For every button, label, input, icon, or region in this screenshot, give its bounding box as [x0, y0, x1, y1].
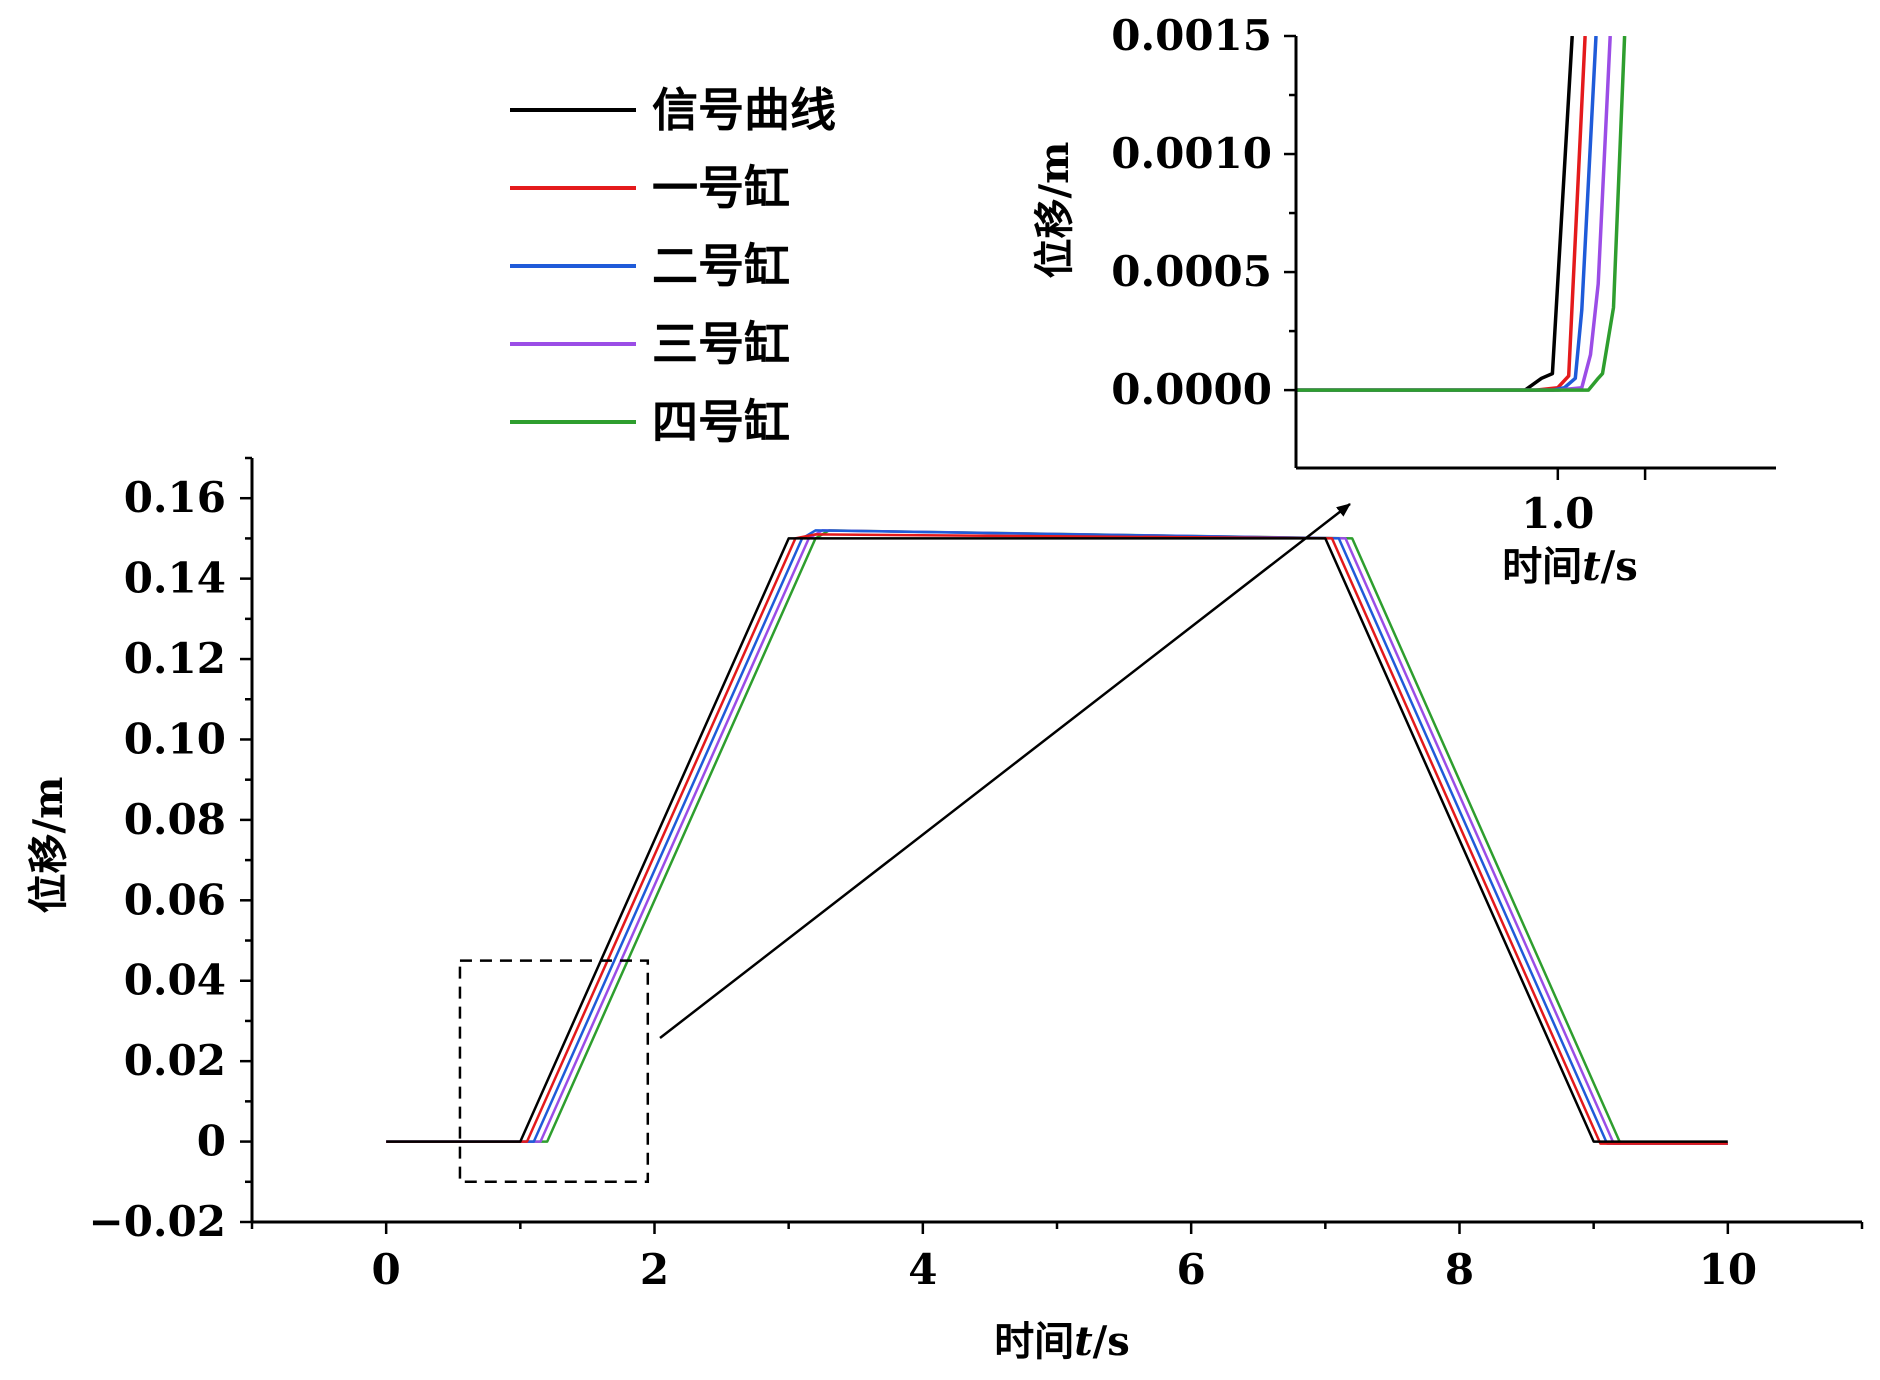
- inset-y-tick-label: 0.0015: [1111, 11, 1272, 60]
- main-x-tick-label: 8: [1445, 1245, 1474, 1294]
- main-y-tick-label: 0: [197, 1117, 226, 1166]
- inset-x-tick-label: 1.0: [1521, 489, 1594, 538]
- main-y-tick-label: 0.02: [124, 1036, 226, 1085]
- main-x-tick-label: 2: [640, 1245, 669, 1294]
- main-series-line: [386, 533, 1728, 1145]
- main-x-axis-label-prefix: 时间: [994, 1318, 1074, 1365]
- main-y-tick-label: 0.08: [124, 795, 226, 844]
- main-y-tick-label: 0.16: [124, 473, 226, 522]
- inset-series-line: [1296, 36, 1627, 392]
- zoom-arrow: [659, 503, 1351, 1039]
- main-x-tick-label: 10: [1699, 1245, 1757, 1294]
- main-series-line: [386, 529, 1728, 1145]
- inset-x-axis-label-var: t: [1582, 543, 1601, 590]
- main-x-tick-label: 6: [1177, 1245, 1206, 1294]
- inset-y-axis-label: 位移/m: [1031, 142, 1078, 279]
- main-y-tick-label: −0.02: [89, 1197, 226, 1246]
- main-y-tick-label: 0.04: [124, 956, 226, 1005]
- inset-y-tick-label: 0.0000: [1111, 365, 1272, 414]
- main-x-axis-label: 时间t/s: [994, 1318, 1130, 1365]
- main-chart: 0 2 4 6 8 10 −0.02 0 0.02 0.04 0.06 0.08 0.10 0.12 0.1…: [25, 456, 1864, 1365]
- inset-y-tick-label: 0.0005: [1111, 247, 1272, 296]
- main-tick-labels: 0 2 4 6 8 10 −0.02 0 0.02 0.04 0.06 0.08 0.10 0.12 0.1…: [89, 473, 1758, 1294]
- inset-ticks: [1284, 34, 1647, 480]
- inset-y-tick-label: 0.0010: [1111, 129, 1272, 178]
- legend-label: 二号缸: [652, 239, 790, 293]
- main-ticks: [240, 456, 1864, 1234]
- legend-label: 一号缸: [652, 161, 790, 215]
- inset-background: [1290, 0, 1770, 470]
- inset-tick-labels: 1.0 0.0000 0.0005 0.0010 0.0015: [1111, 11, 1594, 538]
- main-y-axis-label: 位移/m: [25, 777, 72, 914]
- inset-x-axis-label: 时间t/s: [1502, 543, 1638, 590]
- inset-axes: [1294, 36, 1776, 470]
- main-y-tick-label: 0.12: [124, 634, 226, 683]
- main-x-axis-label-var: t: [1074, 1318, 1093, 1365]
- legend-label: 四号缸: [652, 395, 790, 449]
- legend-label: 三号缸: [652, 317, 790, 371]
- main-x-tick-label: 0: [372, 1245, 401, 1294]
- inset-x-axis-label-unit: /s: [1601, 543, 1638, 590]
- main-x-tick-label: 4: [908, 1245, 937, 1294]
- main-series: [386, 529, 1728, 1145]
- main-y-tick-label: 0.14: [124, 554, 226, 603]
- legend-label: 信号曲线: [652, 83, 836, 137]
- main-x-axis-label-unit: /s: [1093, 1318, 1130, 1365]
- main-y-tick-label: 0.10: [124, 714, 226, 763]
- inset-series: [1296, 36, 1627, 392]
- main-y-tick-label: 0.06: [124, 875, 226, 924]
- zoom-box: [458, 959, 650, 1184]
- inset-x-axis-label-prefix: 时间: [1502, 543, 1582, 590]
- inset-chart: 1.0 0.0000 0.0005 0.0010 0.0015 时间t/s 位移/m: [1031, 0, 1776, 590]
- main-series-line: [386, 537, 1728, 1143]
